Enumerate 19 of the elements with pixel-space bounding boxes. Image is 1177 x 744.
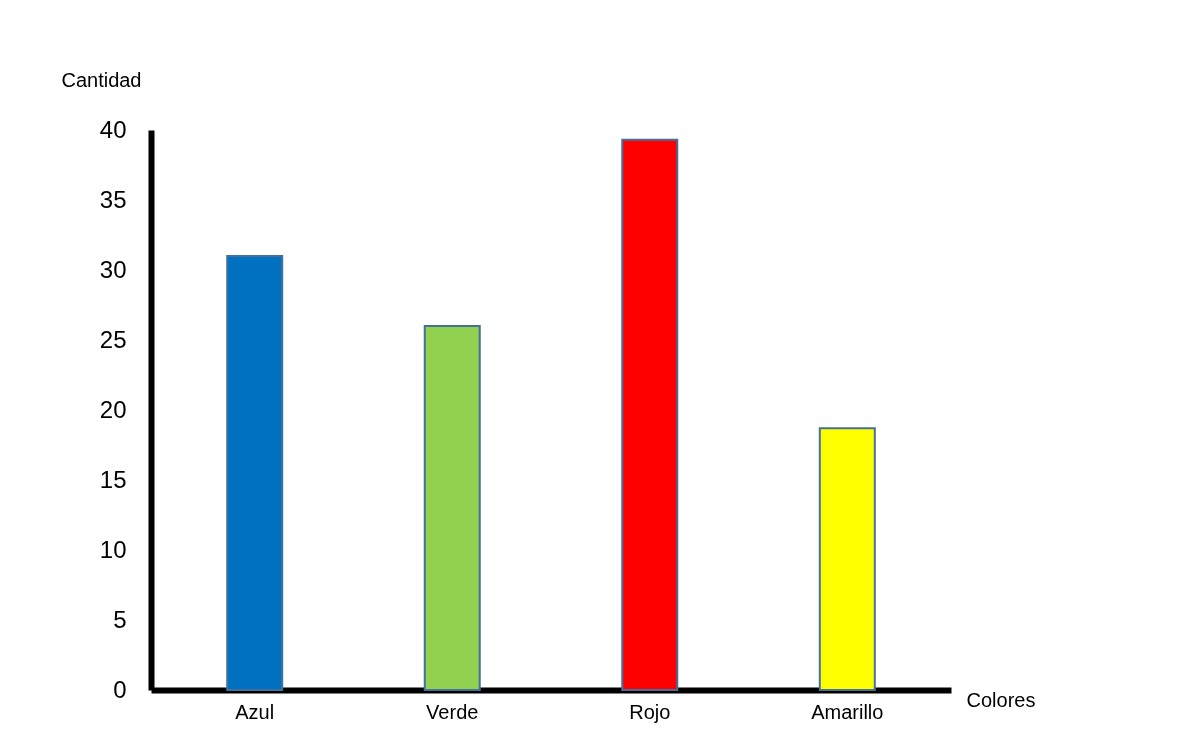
bar	[818, 427, 876, 691]
x-tick-label: Rojo	[629, 700, 671, 723]
x-tick-label: Verde	[426, 700, 479, 723]
bar	[226, 255, 284, 691]
y-tick-label: 0	[113, 675, 127, 703]
y-tick-label: 30	[99, 255, 127, 283]
y-tick-label: 15	[99, 465, 127, 493]
y-axis-title: Cantidad	[61, 68, 142, 91]
x-tick-label: Amarillo	[811, 700, 884, 723]
bar	[621, 138, 679, 691]
bar	[423, 325, 481, 691]
y-tick-label: 40	[99, 115, 127, 143]
y-tick-label: 5	[113, 605, 127, 633]
x-axis-title: Colores	[966, 688, 1036, 711]
y-tick-label: 35	[99, 185, 127, 213]
y-tick-label: 20	[99, 395, 127, 423]
y-tick-label: 10	[99, 535, 127, 563]
y-tick-label: 25	[99, 325, 127, 353]
x-tick-label: Azul	[235, 700, 275, 723]
